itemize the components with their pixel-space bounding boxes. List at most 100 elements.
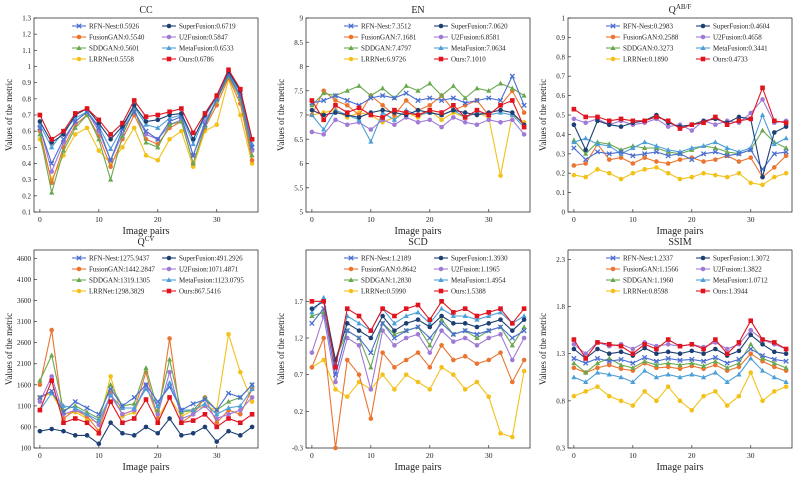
- y-tick-label: 0.8: [22, 95, 31, 103]
- data-point: [380, 372, 385, 377]
- data-point: [439, 313, 444, 319]
- data-point: [724, 145, 730, 150]
- data-point: [155, 144, 161, 150]
- x-tick-label: 10: [95, 215, 103, 224]
- data-point: [594, 369, 601, 375]
- data-point: [595, 118, 600, 124]
- data-point: [415, 112, 421, 118]
- data-point: [689, 145, 695, 150]
- data-point: [166, 384, 173, 390]
- data-point: [700, 358, 707, 364]
- data-point: [333, 379, 338, 385]
- data-point: [333, 445, 338, 451]
- data-point: [783, 170, 789, 176]
- data-point: [748, 355, 754, 361]
- data-point: [783, 145, 789, 150]
- data-point: [119, 403, 126, 409]
- y-tick-label: 1.2: [294, 335, 303, 343]
- data-point: [783, 346, 789, 352]
- y-tick-label: 1.3: [556, 350, 565, 358]
- data-point: [155, 136, 161, 142]
- data-point: [583, 369, 589, 375]
- legend-label: U2Fusion:6.8581: [451, 34, 500, 42]
- y-axis-label: Values of the metric: [4, 313, 14, 385]
- data-point: [713, 172, 718, 178]
- data-point: [606, 351, 612, 357]
- y-tick-label: 3600: [17, 297, 32, 305]
- legend-label: FusionGAN:1.1566: [623, 266, 679, 274]
- chart-panel: QAB/F00.10.20.30.40.50.60.70.80.910 10 20 3…: [538, 3, 793, 237]
- legend-label: MetaFusion:1.0712: [713, 277, 768, 285]
- y-tick-label: 1.1: [22, 47, 31, 55]
- data-point: [759, 367, 766, 373]
- data-point: [498, 173, 503, 178]
- data-point: [474, 85, 480, 91]
- legend-label: LRRNet:6.9726: [361, 56, 406, 64]
- data-point: [724, 153, 730, 159]
- chart-title: EN: [411, 5, 424, 16]
- data-point: [167, 336, 172, 341]
- data-point: [356, 83, 362, 88]
- data-point: [783, 149, 789, 155]
- data-point: [724, 403, 730, 408]
- data-point: [772, 389, 777, 394]
- y-tick-label: 0.6: [556, 92, 565, 100]
- data-point: [96, 417, 102, 423]
- data-point: [665, 349, 671, 355]
- data-point: [321, 126, 327, 132]
- data-point: [498, 332, 503, 337]
- data-point: [677, 157, 683, 162]
- data-point: [72, 118, 78, 125]
- data-point: [49, 144, 55, 150]
- legend-item: LRRNet:6.9726: [344, 56, 406, 64]
- y-tick-label: 8.5: [294, 39, 303, 47]
- data-point: [462, 306, 468, 311]
- data-point: [510, 117, 515, 123]
- data-point: [689, 128, 695, 133]
- y-tick-label: 0.6: [22, 128, 31, 136]
- chart-title: QAB/F: [669, 3, 692, 16]
- data-point: [439, 117, 444, 123]
- data-point: [72, 416, 78, 421]
- data-point: [403, 321, 409, 326]
- data-point: [120, 420, 125, 426]
- data-point: [474, 313, 480, 319]
- data-point: [665, 341, 671, 347]
- data-point: [521, 313, 527, 318]
- y-tick-label: 2600: [17, 339, 32, 347]
- data-point: [108, 392, 114, 398]
- data-point: [427, 365, 433, 370]
- data-point: [119, 133, 126, 139]
- data-point: [783, 384, 789, 390]
- data-point: [37, 394, 43, 401]
- legend-marker: [166, 255, 172, 261]
- data-point: [510, 379, 515, 385]
- data-point: [474, 331, 480, 337]
- data-point: [309, 107, 315, 113]
- data-point: [72, 111, 78, 116]
- data-point: [630, 153, 636, 159]
- data-point: [96, 136, 102, 142]
- x-axis-label: Image pairs: [123, 462, 170, 473]
- legend-item: SuperFusion:7.0620: [434, 23, 508, 31]
- data-point: [677, 351, 683, 357]
- data-point: [606, 362, 612, 368]
- data-point: [498, 350, 503, 355]
- data-point: [96, 148, 102, 153]
- data-point: [107, 386, 114, 392]
- data-point: [641, 151, 648, 157]
- data-point: [486, 328, 492, 334]
- x-tick-label: 0: [310, 215, 314, 224]
- data-point: [641, 354, 648, 361]
- legend-item: SDDGAN:7.4797: [344, 45, 412, 53]
- data-point: [783, 153, 789, 159]
- y-tick-label: 0.9: [556, 34, 565, 42]
- chart-title: SSIM: [668, 237, 691, 248]
- data-point: [238, 411, 243, 417]
- legend-item: RFN-Nest:1.2337: [606, 255, 673, 263]
- data-point: [249, 399, 255, 404]
- legend-label: SuperFusion:0.6719: [179, 23, 236, 31]
- data-point: [309, 112, 315, 117]
- series-group: [309, 73, 527, 178]
- legend-item: MetaFusion:0.6533: [162, 45, 234, 53]
